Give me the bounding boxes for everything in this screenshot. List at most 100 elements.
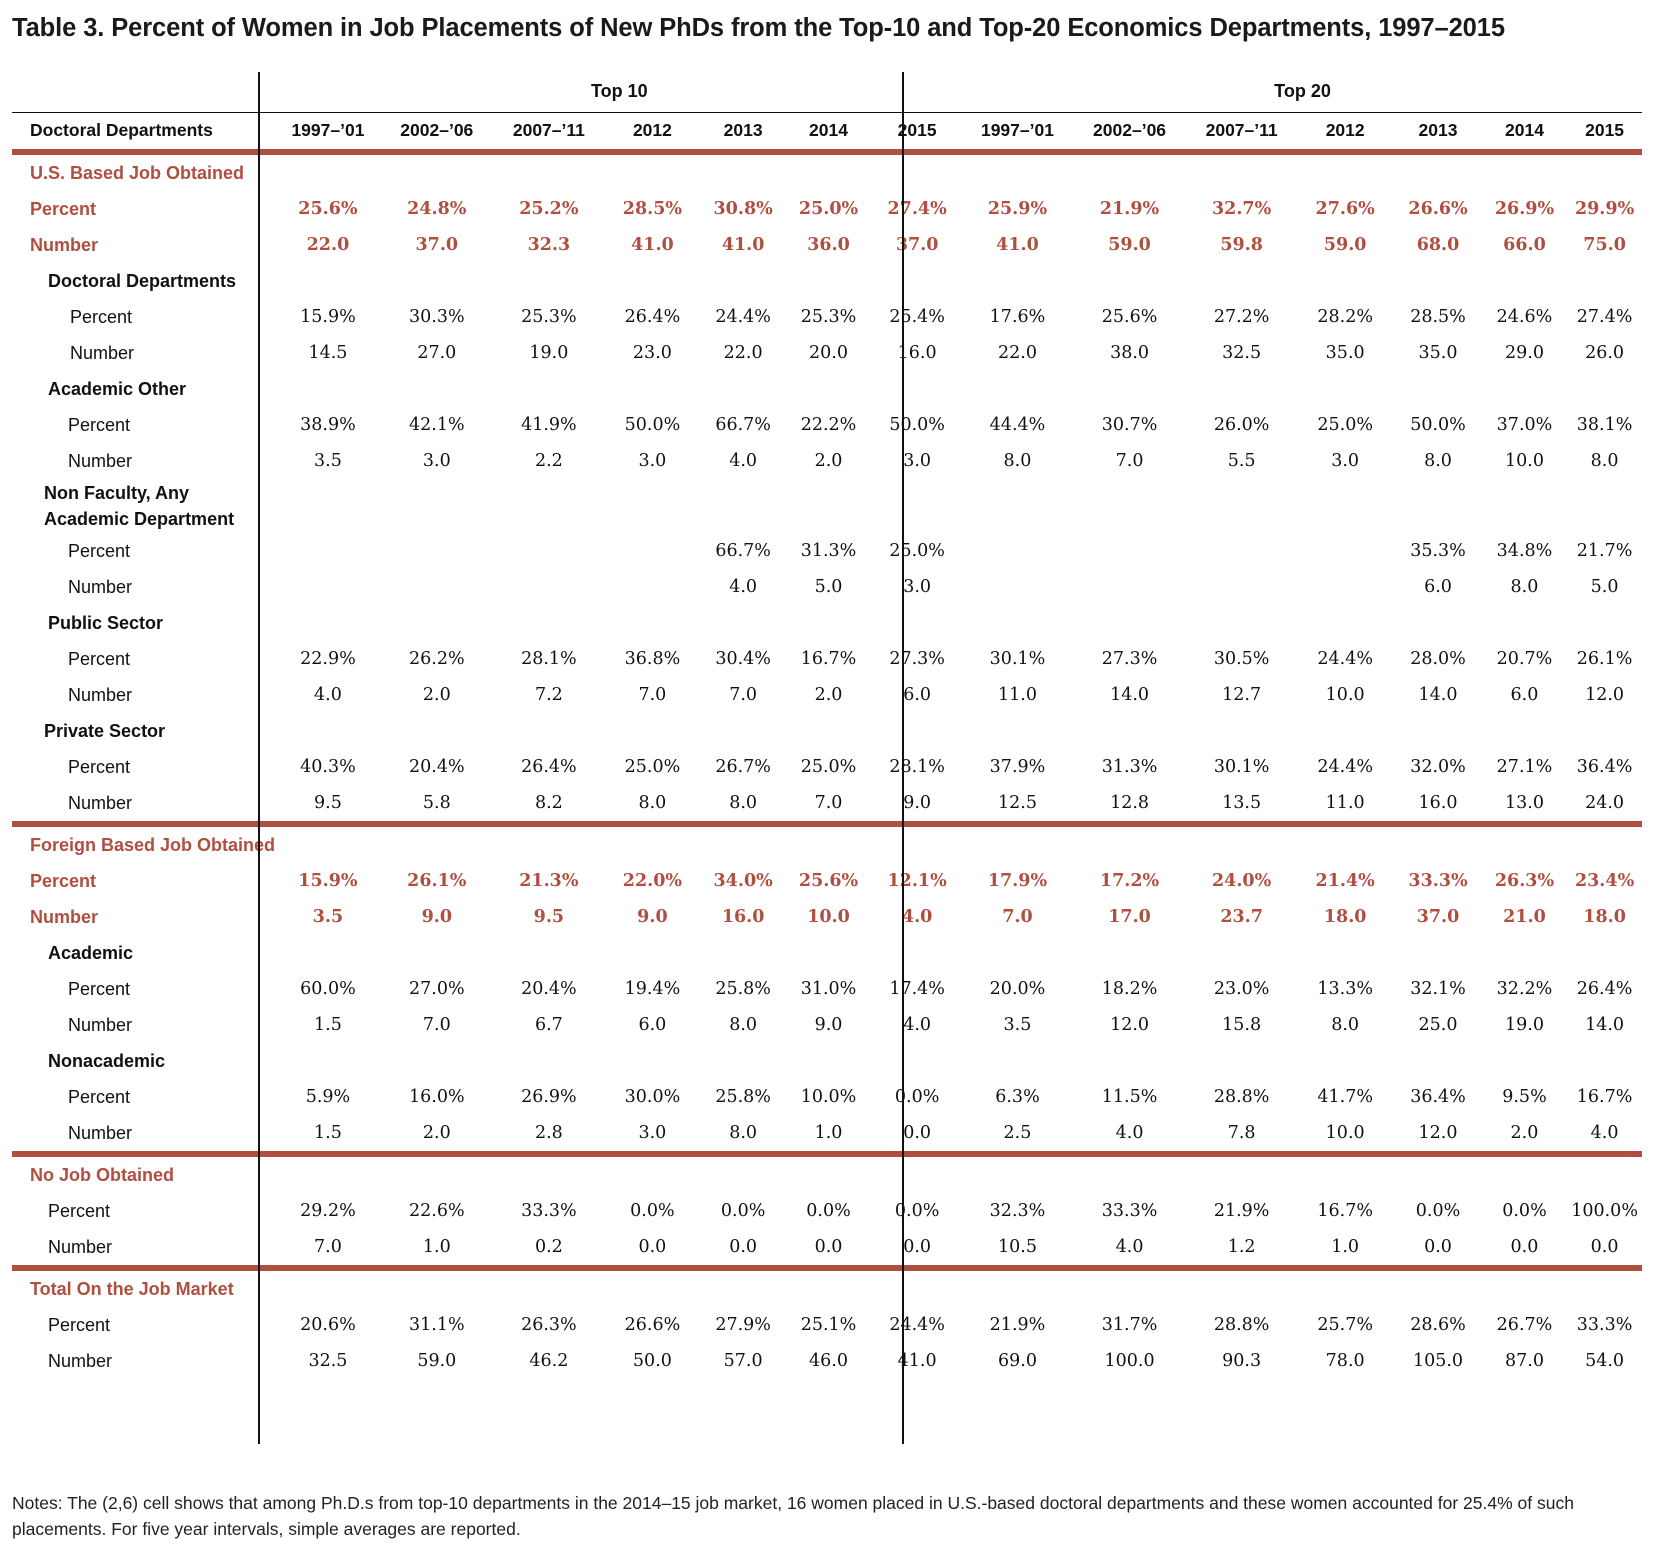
table-cell: 16.7% (1317, 1201, 1373, 1221)
table-cell: 0.0% (1502, 1201, 1547, 1221)
column-header-label: Doctoral Departments (12, 111, 276, 155)
table-cell: 37.0 (1416, 907, 1460, 927)
table-cell: 59.0 (1323, 235, 1367, 255)
table-row: Percent 66.7% 31.3% 25.0% 35.3% 34.8% 21.7% (12, 533, 1642, 569)
table-cell: 15.9% (300, 307, 356, 327)
table-cell: 25.0% (800, 757, 857, 777)
table-cell: 30.1% (989, 649, 1046, 669)
table-cell: 7.2 (534, 685, 563, 705)
row-label: Number (68, 1122, 133, 1143)
table-cell: 22.0 (997, 343, 1037, 363)
table-cell: 26.0 (1585, 343, 1625, 363)
subsection-title-row: Academic (12, 935, 1642, 971)
table-cell: 26.4% (521, 757, 577, 777)
table-cell: 38.1% (1576, 415, 1633, 435)
table-cell: 90.3 (1222, 1351, 1262, 1371)
table-cell: 75.0 (1583, 235, 1626, 255)
table-cell: 35.0 (1325, 343, 1365, 363)
table-cell: 21.9% (1099, 199, 1160, 219)
subsection-title: Academic Other (48, 378, 187, 399)
subsection-title-row: Public Sector (12, 605, 1642, 641)
table-row: Number 14.5 27.0 19.0 23.0 22.0 20.0 16.0 22.0 38… (12, 335, 1642, 371)
table-cell: 26.6% (624, 1315, 681, 1335)
table-cell: 25.3% (521, 307, 577, 327)
vertical-rule-middle (902, 72, 904, 1444)
column-header-year: 2012 (1296, 111, 1395, 155)
table-cell: 22.9% (300, 649, 356, 669)
table-cell (963, 569, 1072, 605)
table-cell: 68.0 (1416, 235, 1460, 255)
subsection-title-row: Private Sector (12, 713, 1642, 749)
table-cell: 0.0% (630, 1201, 675, 1221)
table-cell: 31.7% (1101, 1315, 1158, 1335)
row-label: Number (68, 1014, 133, 1035)
table-cell: 31.1% (409, 1315, 465, 1335)
table-cell: 6.7 (534, 1015, 563, 1035)
table-cell: 26.4% (624, 307, 681, 327)
table-cell: 26.1% (407, 871, 467, 891)
table-cell: 33.3% (1408, 871, 1468, 891)
table-cell: 27.0% (409, 979, 465, 999)
row-label: Number (30, 906, 99, 927)
table-cell: 27.2% (1213, 307, 1270, 327)
table-cell: 0.0 (729, 1237, 758, 1257)
table-cell: 26.6% (1408, 199, 1468, 219)
table-cell: 4.0 (901, 907, 933, 927)
table-cell (276, 569, 381, 605)
column-header-year: 2012 (604, 111, 701, 155)
table-cell: 20.7% (1496, 649, 1553, 669)
subsection-title: Non Faculty, Any Academic Department (12, 479, 276, 533)
table-cell: 26.7% (715, 757, 771, 777)
table-cell: 50.0 (632, 1351, 672, 1371)
table-cell: 13.0 (1504, 793, 1544, 813)
table-cell: 7.0 (638, 685, 667, 705)
table-cell (1187, 569, 1296, 605)
table-cell: 1.5 (314, 1123, 342, 1143)
table-cell: 9.0 (903, 793, 932, 813)
row-label: Number (68, 792, 133, 813)
table-cell: 3.0 (1331, 451, 1360, 471)
table-cell: 2.8 (534, 1123, 563, 1143)
table-cell: 25.1% (800, 1315, 857, 1335)
table-cell: 27.3% (889, 649, 945, 669)
table-cell (963, 533, 1072, 569)
table-cell: 0.0% (894, 1201, 940, 1221)
table-cell: 78.0 (1325, 1351, 1365, 1371)
table-cell: 66.0 (1503, 235, 1546, 255)
table-cell: 26.2% (409, 649, 465, 669)
table-cell (493, 569, 604, 605)
table-cell: 17.0 (1108, 907, 1151, 927)
table-cell: 8.0 (1590, 451, 1619, 471)
column-header-year: 1997–’01 (963, 111, 1072, 155)
table-cell: 8.0 (729, 1015, 758, 1035)
table-cell: 57.0 (723, 1351, 763, 1371)
row-label: Number (68, 684, 133, 705)
table-cell: 32.3% (989, 1201, 1046, 1221)
table-cell: 25.8% (715, 1087, 771, 1107)
table-cell: 24.8% (407, 199, 467, 219)
table-cell: 9.5% (1502, 1087, 1547, 1107)
table-cell: 41.0 (897, 1351, 937, 1371)
table-cell: 10.0% (800, 1087, 857, 1107)
column-header-year: 2007–’11 (493, 111, 605, 155)
table-cell: 31.3% (1101, 757, 1158, 777)
table-cell (493, 533, 604, 569)
row-label: Percent (68, 540, 131, 561)
row-label: Percent (68, 1086, 131, 1107)
table-cell: 25.0% (624, 757, 681, 777)
table-cell: 25.3% (800, 307, 857, 327)
table-cell: 10.0 (1325, 1123, 1365, 1143)
table-cell (1296, 533, 1394, 569)
table-cell: 28.2% (1317, 307, 1373, 327)
group-top20: Top 20 (1274, 81, 1331, 102)
table-cell: 4.0 (1590, 1123, 1619, 1143)
table-cell: 21.7% (1576, 541, 1633, 561)
table-cell: 7.0 (314, 1237, 342, 1257)
row-label: Percent (48, 1200, 111, 1221)
column-header-year: 2007–’11 (1187, 111, 1297, 155)
table-cell: 4.0 (1115, 1123, 1144, 1143)
table-row: Number 1.5 7.0 6.7 6.0 8.0 9.0 4.0 3.5 12.0 15.8 8.… (12, 1007, 1642, 1043)
table-cell: 66.7% (715, 541, 771, 561)
table-row: Number 4.0 5.0 3.0 6.0 8.0 5.0 (12, 569, 1642, 605)
table-cell: 37.0 (895, 235, 939, 255)
